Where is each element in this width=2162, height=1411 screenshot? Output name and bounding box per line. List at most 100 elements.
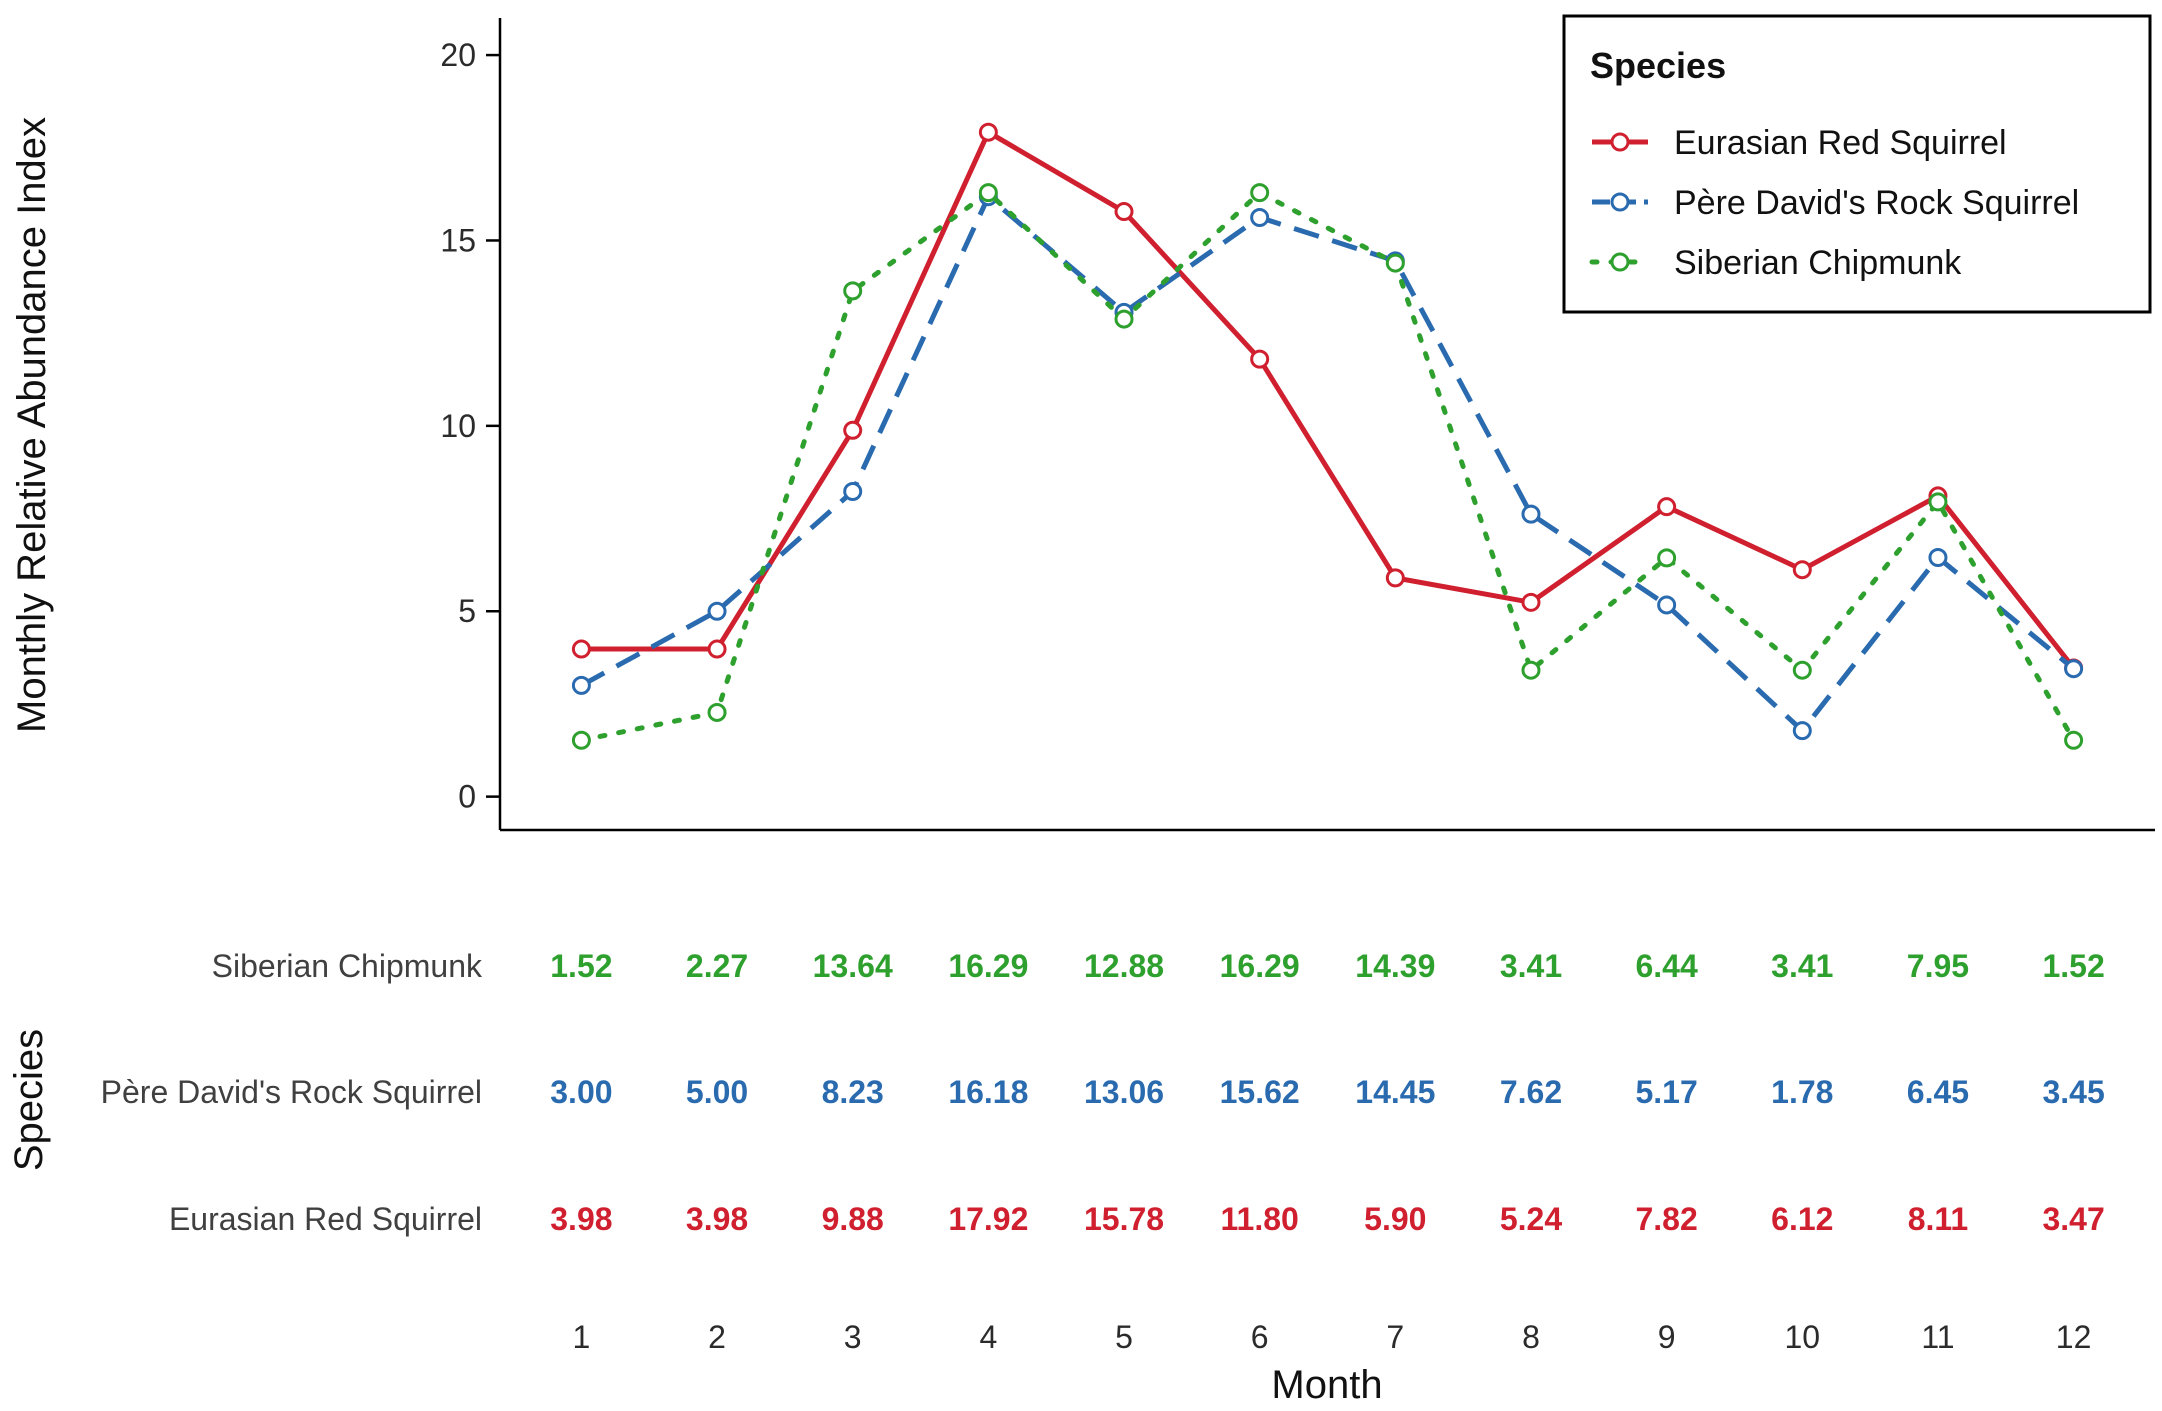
- y-tick-label: 10: [440, 408, 476, 444]
- table-cell: 17.92: [948, 1201, 1028, 1237]
- table-cell: 3.41: [1771, 948, 1833, 984]
- data-point: [1250, 207, 1270, 227]
- table-row-label: Eurasian Red Squirrel: [169, 1201, 482, 1237]
- x-axis-title: Month: [1271, 1363, 1382, 1407]
- data-point: [1114, 202, 1134, 222]
- table-cell: 14.45: [1355, 1074, 1435, 1110]
- table-cell: 5.00: [686, 1074, 748, 1110]
- series-layer: [571, 122, 2084, 750]
- data-point: [707, 702, 727, 722]
- data-point: [707, 601, 727, 621]
- data-point: [843, 481, 863, 501]
- y-axis-title: Monthly Relative Abundance Index: [10, 117, 54, 733]
- legend: Species Eurasian Red Squirrel Père David'…: [1562, 14, 2152, 314]
- table-cell: 3.47: [2042, 1201, 2104, 1237]
- series-line-0: [581, 129, 2076, 670]
- x-tick-label: 6: [1251, 1319, 1269, 1355]
- table-cell: 14.39: [1355, 948, 1435, 984]
- table-cell: 13.06: [1084, 1074, 1164, 1110]
- x-tick-label: 8: [1522, 1319, 1540, 1355]
- table-cell: 16.29: [948, 948, 1028, 984]
- legend-label: Père David's Rock Squirrel: [1674, 184, 2079, 222]
- legend-marker: [1610, 252, 1630, 272]
- data-point: [2064, 730, 2084, 750]
- data-point: [1521, 504, 1541, 524]
- data-point: [1114, 309, 1134, 329]
- data-point: [1521, 592, 1541, 612]
- table-cell: 15.62: [1220, 1074, 1300, 1110]
- data-point: [1792, 660, 1812, 680]
- table-cell: 6.45: [1907, 1074, 1969, 1110]
- x-tick-label: 11: [1921, 1319, 1954, 1355]
- data-point: [843, 281, 863, 301]
- series-line-1: [580, 194, 2076, 734]
- table-cell: 13.64: [813, 948, 893, 984]
- series-line-2: [578, 190, 2077, 743]
- table-cell: 3.00: [550, 1074, 612, 1110]
- y-tick-label: 5: [458, 593, 476, 629]
- data-point: [1657, 595, 1677, 615]
- data-point: [1928, 492, 1948, 512]
- table-cell: 8.11: [1908, 1201, 1969, 1237]
- table-cell: 7.82: [1635, 1201, 1697, 1237]
- y-tick-label: 20: [440, 37, 476, 73]
- table-cell: 3.98: [550, 1201, 612, 1237]
- table-cell: 3.98: [686, 1201, 748, 1237]
- table-cell: 5.24: [1500, 1201, 1562, 1237]
- table-cell: 1.78: [1771, 1074, 1833, 1110]
- x-ticks: 1 2 3 4 5 6 7 8 9 10 11 12: [572, 1319, 2091, 1355]
- table-cell: 8.23: [822, 1074, 884, 1110]
- y-tick-label: 15: [440, 222, 476, 258]
- table-cell: 1.52: [550, 948, 612, 984]
- data-point: [843, 420, 863, 440]
- table-cell: 15.78: [1084, 1201, 1164, 1237]
- y-tick-label: 0: [458, 779, 476, 815]
- x-tick-label: 7: [1386, 1319, 1404, 1355]
- data-point: [1792, 560, 1812, 580]
- legend-title: Species: [1590, 45, 1726, 86]
- table-cell: 7.95: [1907, 948, 1969, 984]
- table-cell: 7.62: [1500, 1074, 1562, 1110]
- table-cell: 3.45: [2042, 1074, 2104, 1110]
- x-tick-label: 4: [979, 1319, 997, 1355]
- data-point: [571, 639, 591, 659]
- table-cell: 1.52: [2042, 948, 2104, 984]
- x-tick-label: 3: [844, 1319, 862, 1355]
- legend-marker: [1610, 192, 1630, 212]
- table-cell: 5.90: [1364, 1201, 1426, 1237]
- data-point: [707, 639, 727, 659]
- data-point: [978, 183, 998, 203]
- data-point: [978, 122, 998, 142]
- data-point: [1385, 253, 1405, 273]
- x-tick-label: 12: [2056, 1319, 2092, 1355]
- legend-marker: [1610, 132, 1630, 152]
- legend-label: Siberian Chipmunk: [1674, 244, 1962, 282]
- data-point: [1657, 497, 1677, 517]
- table-cell: 12.88: [1084, 948, 1164, 984]
- y-ticks: 0 5 10 15 20: [440, 37, 500, 815]
- x-tick-label: 9: [1658, 1319, 1676, 1355]
- x-tick-label: 5: [1115, 1319, 1133, 1355]
- table-cell: 16.29: [1220, 948, 1300, 984]
- x-tick-label: 1: [572, 1319, 590, 1355]
- legend-box: [1562, 14, 2152, 314]
- data-point: [571, 730, 591, 750]
- data-point: [1657, 548, 1677, 568]
- data-point: [1792, 721, 1812, 741]
- table-cell: 9.88: [822, 1201, 884, 1237]
- table-cell: 5.17: [1635, 1074, 1697, 1110]
- data-point: [1385, 568, 1405, 588]
- table-cell: 16.18: [948, 1074, 1028, 1110]
- data-point: [1250, 183, 1270, 203]
- table-cell: 11.80: [1221, 1201, 1299, 1237]
- table-cell: 6.12: [1771, 1201, 1833, 1237]
- data-point: [2064, 659, 2084, 679]
- table-cell: 6.44: [1635, 948, 1697, 984]
- value-table: Siberian Chipmunk 1.52 2.27 13.64 16.29 12.88…: [101, 948, 2105, 1237]
- data-point: [1521, 660, 1541, 680]
- table-cell: 3.41: [1500, 948, 1562, 984]
- data-point: [1250, 349, 1270, 369]
- legend-label: Eurasian Red Squirrel: [1674, 124, 2007, 162]
- data-point: [1928, 547, 1948, 567]
